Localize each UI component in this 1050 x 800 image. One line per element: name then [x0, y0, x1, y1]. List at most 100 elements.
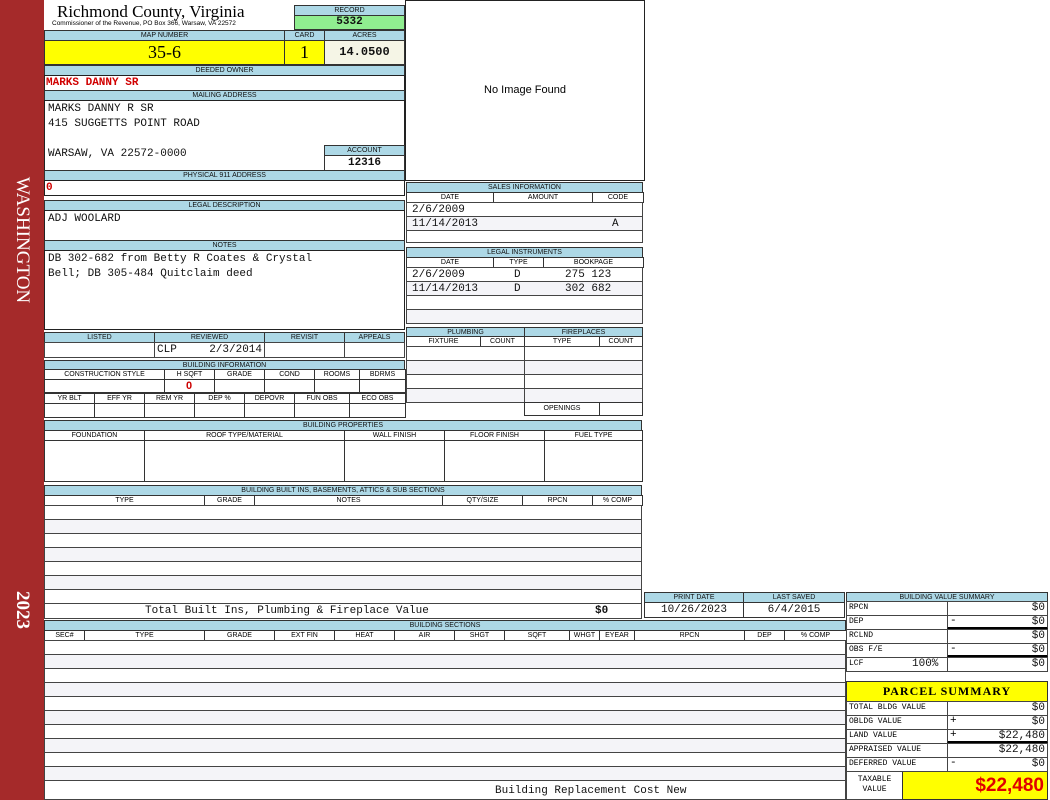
acres-value: 14.0500 [324, 40, 405, 65]
physical-address: 0 [46, 182, 53, 194]
building-info-cell [314, 379, 360, 393]
owner-name: MARKS DANNY SR [46, 77, 139, 89]
taxable-label: TAXABLE VALUE [857, 775, 892, 794]
print-date: 10/26/2023 [644, 602, 744, 618]
value-summary-value-cell [947, 657, 1048, 672]
year-label: 2023 [12, 591, 33, 629]
map-number: 35-6 [44, 40, 285, 65]
mailing-line: MARKS DANNY R SR [48, 103, 154, 115]
fireplace-row [524, 360, 643, 375]
taxable-label-cell: TAXABLE VALUE [846, 771, 903, 800]
operator-sign: - [950, 757, 957, 769]
building-info-cell [94, 403, 145, 418]
instrument-type: D [514, 269, 521, 281]
instrument-date: 2/6/2009 [412, 269, 465, 281]
instrument-bookpage: 275 123 [565, 269, 612, 281]
parcel-summary-value-cell [947, 757, 1048, 772]
section-row [44, 710, 846, 725]
value-summary-value: $0 [1031, 630, 1045, 642]
parcel-summary-value: $0 [1031, 702, 1045, 714]
notes: DB 302-682 from Betty R Coates & Crystal… [44, 250, 405, 330]
last-saved: 6/4/2015 [743, 602, 845, 618]
section-row [44, 682, 846, 697]
section-row [44, 640, 846, 655]
value-summary-value: $0 [1031, 644, 1045, 656]
building-info-cell [44, 379, 165, 393]
parcel-summary-value: $0 [1031, 716, 1045, 728]
openings-label: OPENINGS [524, 402, 600, 416]
section-row [44, 780, 846, 800]
district-label: WASHINGTON [12, 176, 33, 304]
operator-sign: - [950, 643, 957, 655]
sale-date: 11/14/2013 [412, 218, 479, 230]
parcel-summary-label: APPRAISED VALUE [849, 745, 922, 754]
fireplace-row [524, 388, 643, 403]
value-summary-label: OBS F/E [849, 645, 883, 654]
value-summary-value: $0 [1031, 616, 1045, 628]
fireplace-row [524, 346, 643, 361]
fireplace-row [524, 374, 643, 389]
parcel-summary-label: LAND VALUE [849, 731, 898, 740]
builtin-row [44, 519, 642, 534]
instrument-row [406, 309, 643, 324]
value-summary-value: $0 [1031, 602, 1045, 614]
section-row [44, 668, 846, 683]
section-row [44, 766, 846, 781]
building-info-cell [144, 403, 195, 418]
operator-sign: + [950, 715, 957, 727]
value-summary-label: DEP [849, 617, 864, 626]
parcel-image: No Image Found [405, 0, 645, 181]
property-cell [444, 440, 545, 482]
property-cell [344, 440, 445, 482]
builtin-row [44, 547, 642, 562]
reviewed-by: CLP [157, 344, 177, 356]
county-title: Richmond County, Virginia [57, 2, 245, 21]
operator-sign: + [950, 729, 957, 741]
building-info-cell [294, 403, 350, 418]
sales-row [406, 230, 643, 243]
value-summary-value: $0 [1031, 658, 1045, 670]
builtins-total-label: Total Built Ins, Plumbing & Fireplace Va… [145, 605, 429, 617]
property-cell [544, 440, 643, 482]
parcel-summary-label: TOTAL BLDG VALUE [849, 703, 926, 712]
builtins-total-row: Total Built Ins, Plumbing & Fireplace Va… [44, 603, 642, 619]
plumbing-row [406, 374, 525, 389]
appeals-value [344, 342, 405, 358]
parcel-summary-value: $22,480 [998, 730, 1045, 742]
parcel-summary-value: $22,480 [998, 744, 1045, 756]
instrument-type: D [514, 283, 521, 295]
property-cell [44, 440, 145, 482]
building-info-cell [214, 379, 265, 393]
value-summary-label: RPCN [849, 603, 869, 612]
sidebar: WASHINGTON 2023 [0, 0, 44, 800]
revisit-value [264, 342, 345, 358]
parcel-summary-label: DEFERRED VALUE [849, 759, 917, 768]
building-info-cell [359, 379, 406, 393]
account-value: 12316 [324, 155, 405, 171]
legal-description: ADJ WOOLARD [48, 213, 121, 225]
record-value: 5332 [294, 15, 405, 30]
instrument-date: 11/14/2013 [412, 283, 479, 295]
reviewed-value: CLP 2/3/2014 [154, 342, 265, 358]
building-info-cell [244, 403, 295, 418]
value-summary-value-cell [947, 643, 1048, 658]
building-info-cell [264, 379, 315, 393]
building-info-cell [194, 403, 245, 418]
section-row [44, 696, 846, 711]
mailing-line: 415 SUGGETTS POINT ROAD [48, 118, 200, 130]
property-cell [144, 440, 345, 482]
sale-date: 2/6/2009 [412, 204, 465, 216]
parcel-summary-label: OBLDG VALUE [849, 717, 902, 726]
no-image-text: No Image Found [484, 84, 566, 96]
parcel-summary-label: PARCEL SUMMARY [846, 681, 1048, 702]
builtin-row [44, 561, 642, 576]
lcf-percent: 100% [912, 658, 939, 670]
value-summary-value-cell [947, 615, 1048, 630]
listed-value [44, 342, 155, 358]
builtins-total-value: $0 [595, 605, 609, 617]
building-info-cell [44, 403, 95, 418]
section-row [44, 752, 846, 767]
mailing-line: WARSAW, VA 22572-0000 [48, 148, 187, 160]
building-info-cell [349, 403, 406, 418]
notes-line: DB 302-682 from Betty R Coates & Crystal [48, 253, 313, 265]
